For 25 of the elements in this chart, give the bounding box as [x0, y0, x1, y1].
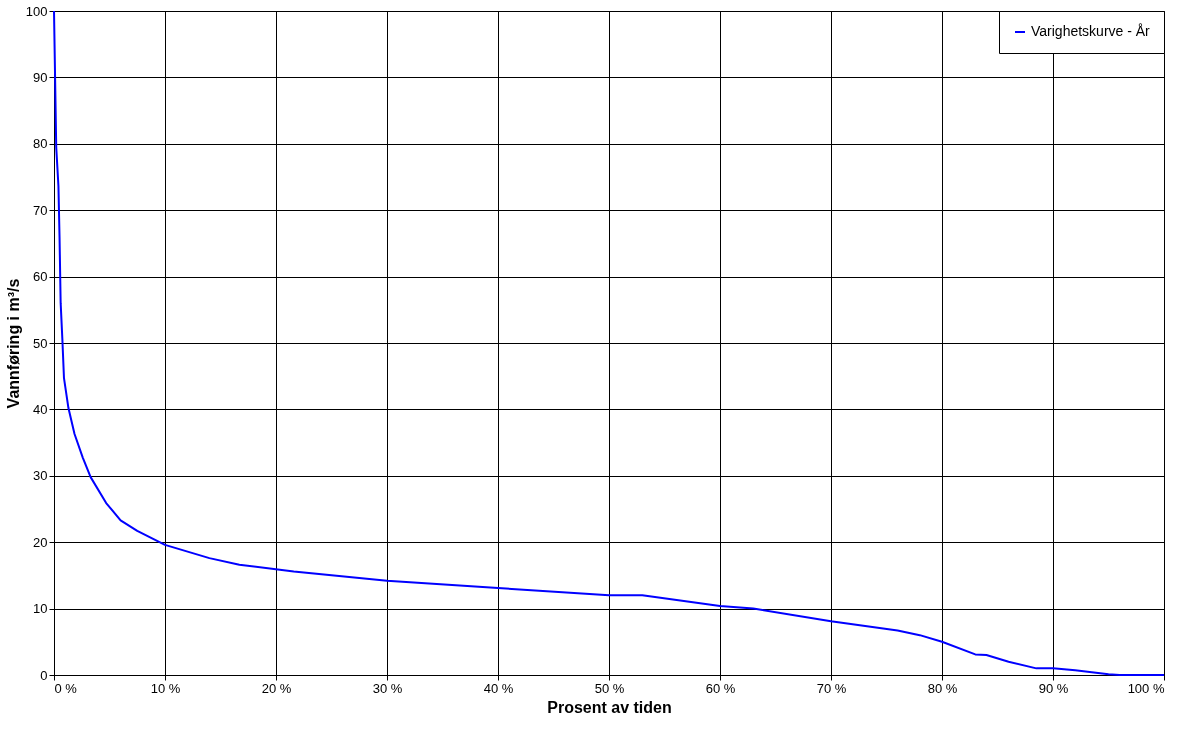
x-tick-label: 90 %	[1038, 680, 1069, 696]
y-tick-label: 40	[33, 401, 48, 417]
x-tick-label: 30 %	[372, 680, 403, 696]
x-tick-label: 100 %	[1127, 680, 1165, 696]
x-tick-label: 70 %	[816, 680, 847, 696]
y-tick-label: 20	[33, 534, 48, 550]
y-tick-label: 10	[33, 601, 48, 617]
y-tick-label: 70	[33, 202, 48, 218]
y-tick-label: 100	[25, 3, 48, 19]
y-tick-label: 60	[33, 269, 48, 285]
y-tick-label: 80	[33, 136, 48, 152]
x-tick-label: 60 %	[705, 680, 736, 696]
x-tick-label: 80 %	[927, 680, 958, 696]
x-tick-label: 50 %	[594, 680, 625, 696]
y-tick-label: 0	[40, 667, 48, 683]
y-tick-label: 90	[33, 69, 48, 85]
y-tick-label: 30	[33, 468, 48, 484]
x-tick-label: 0 %	[54, 680, 78, 696]
x-tick-label: 10 %	[150, 680, 181, 696]
legend-label: Varighetskurve - År	[1031, 23, 1151, 39]
y-axis-title: Vannføring i m³/s	[4, 278, 22, 409]
x-axis-title: Prosent av tiden	[547, 698, 672, 716]
x-tick-label: 40 %	[483, 680, 514, 696]
y-tick-label: 50	[33, 335, 48, 351]
x-tick-label: 20 %	[261, 680, 292, 696]
